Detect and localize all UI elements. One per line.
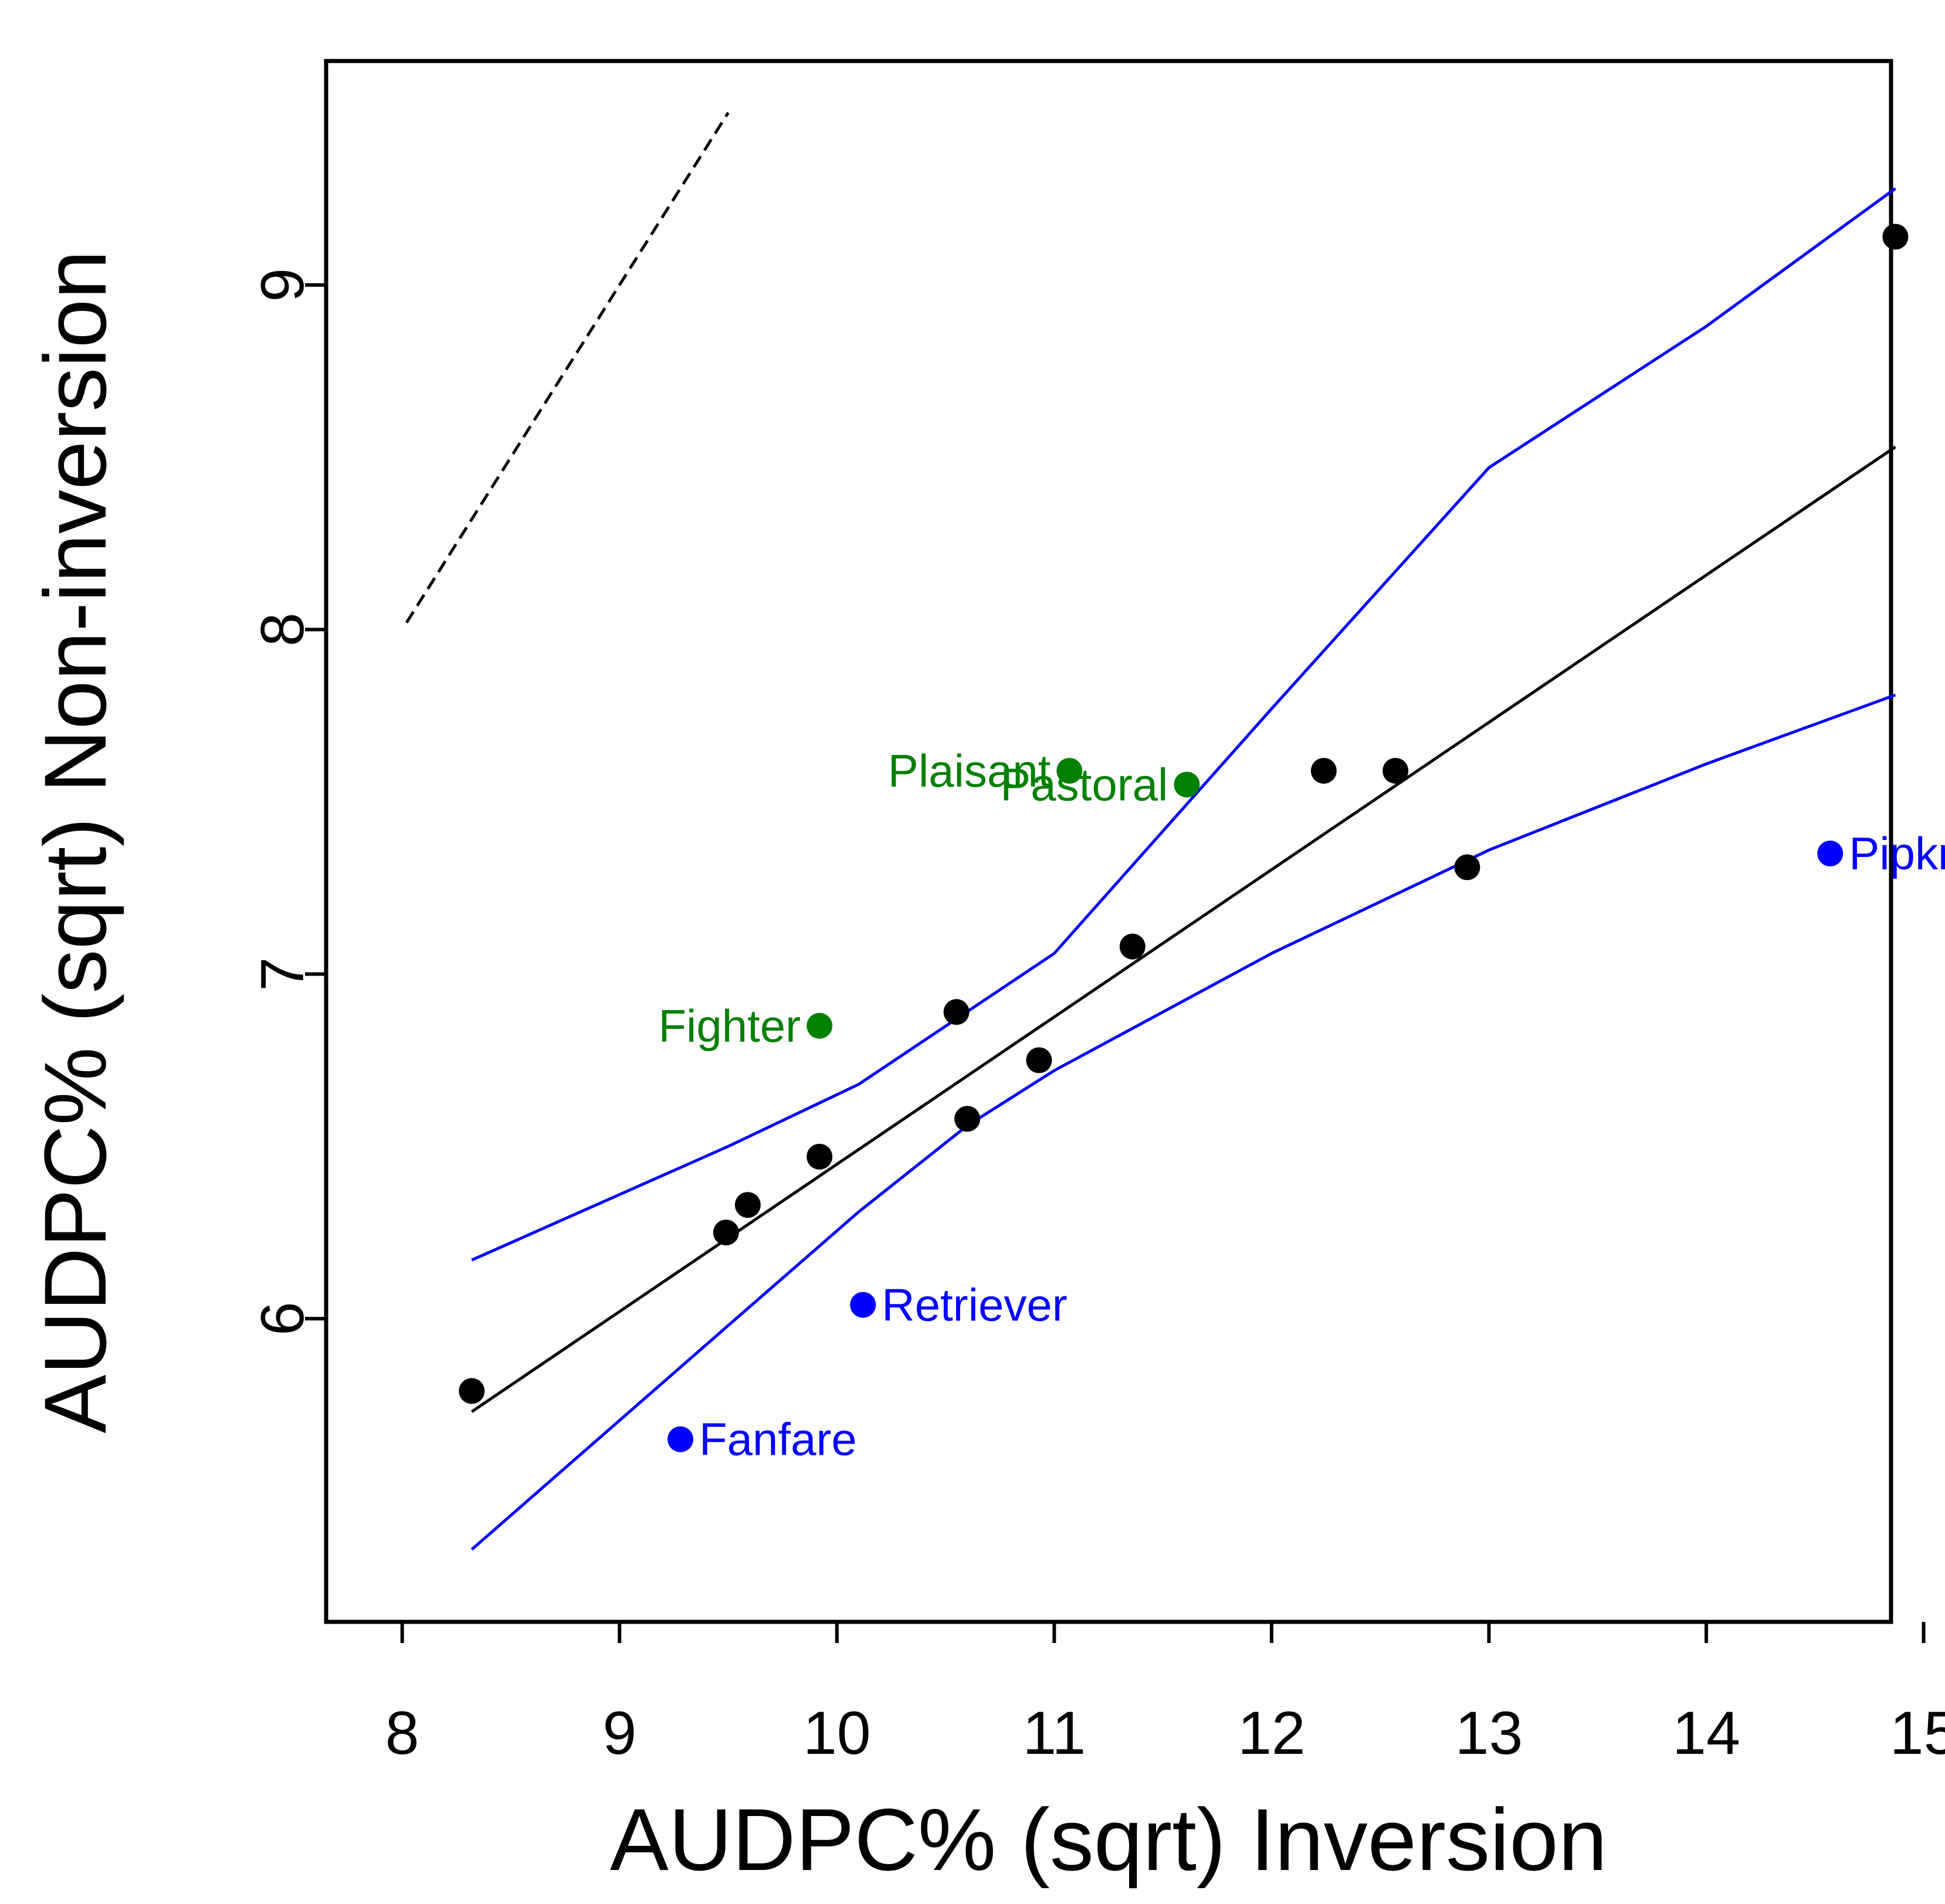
- x-tick-label: 15: [1890, 1699, 1945, 1767]
- reference-line: [405, 111, 730, 624]
- y-tick-label: 6: [249, 1302, 317, 1336]
- x-tick-label: 11: [1022, 1699, 1086, 1767]
- labeled-point-marker: [850, 1292, 876, 1318]
- data-point: [1382, 758, 1409, 784]
- x-axis: 8 9 10 11 12 13 14 15: [385, 1622, 1945, 1767]
- x-tick-label: 12: [1238, 1699, 1306, 1767]
- data-point: [943, 999, 970, 1025]
- point-label: Plaisant: [888, 745, 1051, 797]
- labeled-point-marker: [807, 1012, 833, 1039]
- point-label: Fighter: [658, 1000, 801, 1052]
- x-tick-label: 14: [1672, 1699, 1740, 1767]
- fit-line: [470, 445, 1896, 1413]
- point-label: Pipkn: [1849, 828, 1945, 879]
- labeled-point-marker: [1817, 841, 1844, 867]
- point-label: Fanfare: [699, 1414, 857, 1465]
- labeled-point: Fighter: [658, 1000, 833, 1052]
- labeled-point-marker: [667, 1426, 694, 1452]
- data-point: [1882, 223, 1909, 250]
- labeled-point-marker: [1056, 758, 1083, 784]
- labeled-point: Plaisant: [888, 745, 1083, 797]
- data-point: [954, 1106, 981, 1132]
- point-label: Pastoral: [1000, 759, 1168, 811]
- x-tick-label: 8: [385, 1699, 419, 1767]
- data-point: [713, 1219, 739, 1246]
- confidence-lower-line: [470, 693, 1896, 1551]
- y-tick-label: 8: [249, 612, 317, 646]
- x-axis-title: AUDPC% (sqrt) Inversion: [610, 1790, 1607, 1889]
- data-point: [459, 1378, 485, 1404]
- confidence-upper-line: [471, 187, 1896, 1262]
- x-tick-label: 10: [803, 1699, 871, 1767]
- data-point: [1310, 758, 1337, 784]
- reference-line-layer: [405, 111, 730, 624]
- point-label: Retriever: [882, 1279, 1067, 1331]
- labeled-point: Pipkn: [1817, 828, 1945, 879]
- data-point: [1454, 854, 1480, 880]
- data-point: [1026, 1047, 1052, 1073]
- confidence-band-layer: [470, 187, 1896, 1551]
- fit-line-layer: [470, 445, 1896, 1413]
- data-point: [1119, 933, 1146, 960]
- y-axis-title: AUDPC% (sqrt) Non-inversion: [26, 250, 124, 1433]
- y-tick-label: 7: [249, 957, 317, 991]
- plot-frame: [324, 59, 1893, 1624]
- labeled-point: Fanfare: [667, 1414, 857, 1465]
- data-point: [807, 1143, 833, 1170]
- labeled-point: Pastoral: [1000, 759, 1200, 811]
- y-tick-label: 9: [249, 268, 317, 302]
- data-point: [734, 1192, 761, 1218]
- points-layer: [459, 223, 1909, 1404]
- labeled-point: Retriever: [850, 1279, 1068, 1331]
- labeled-point-marker: [1174, 771, 1200, 798]
- y-axis: 6 7 8 9: [249, 268, 326, 1336]
- x-tick-label: 9: [602, 1699, 636, 1767]
- x-tick-label: 13: [1455, 1699, 1523, 1767]
